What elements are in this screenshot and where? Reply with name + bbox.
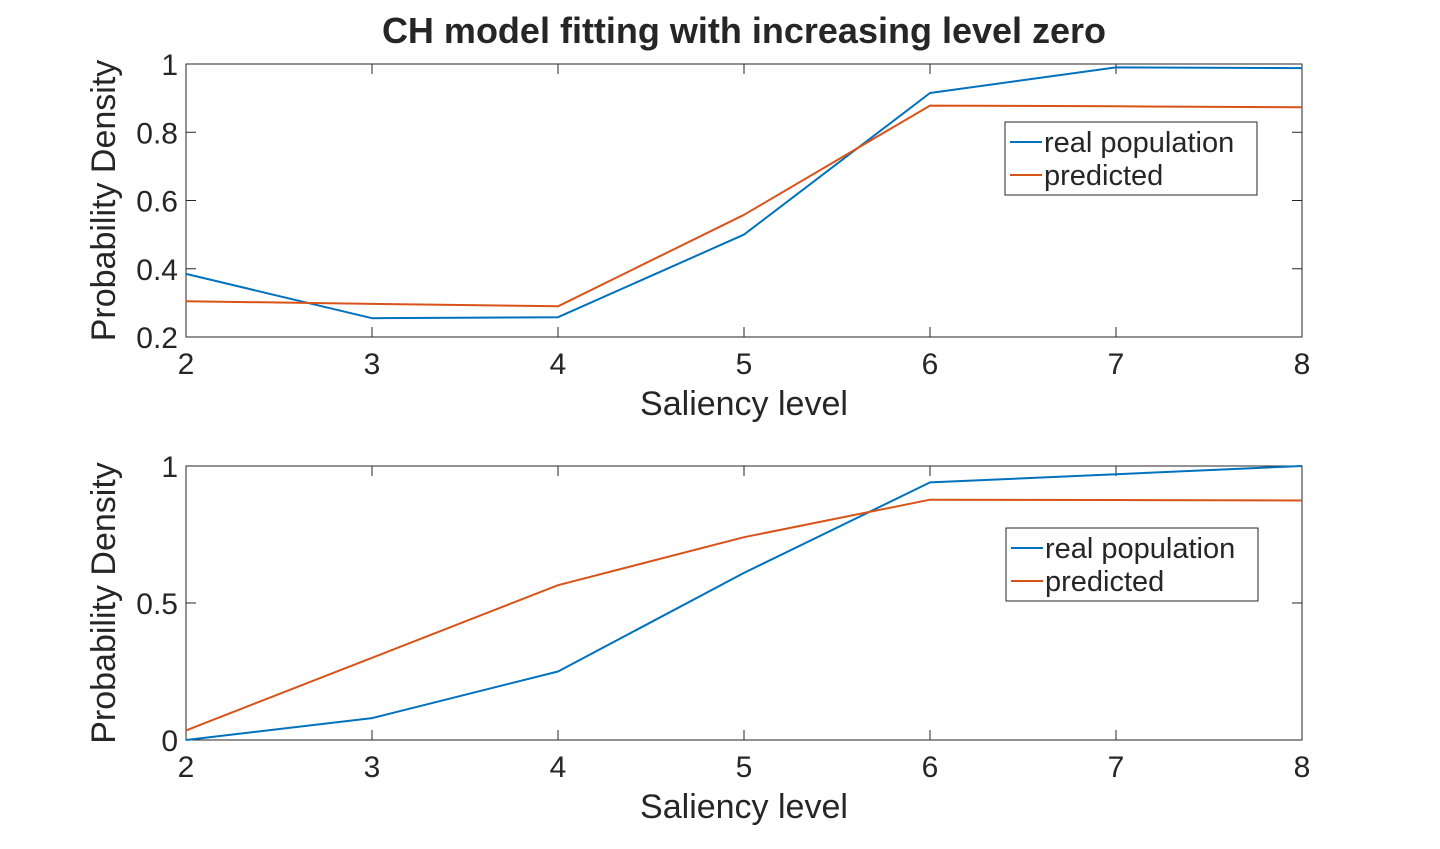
- x-axis-label: Saliency level: [640, 788, 848, 826]
- y-axis-label: Probability Density: [85, 60, 123, 342]
- top-subplot: 2 3 4 5 6 7 8 0.2 0.4 0.6 0.8 1 Saliency level Probab…: [85, 49, 1310, 423]
- y-tick-label: 0.2: [136, 322, 178, 355]
- y-tick-label: 0.5: [136, 588, 178, 621]
- x-tick-label: 3: [364, 751, 381, 784]
- series-line-predicted: [185, 104, 1303, 308]
- series-line-predicted: [185, 498, 1303, 732]
- x-tick-label: 2: [178, 751, 195, 784]
- y-tick-label: 0: [161, 725, 178, 758]
- y-tick-label: 0.6: [136, 186, 178, 219]
- x-tick-label: 6: [922, 751, 939, 784]
- x-tick-label: 7: [1108, 751, 1125, 784]
- y-tick-label: 0.4: [136, 254, 178, 287]
- x-tick-label: 2: [178, 348, 195, 381]
- x-tick-label: 3: [364, 348, 381, 381]
- x-tick-label: 4: [550, 751, 567, 784]
- legend-box: [1004, 121, 1258, 196]
- x-tick-label: 5: [736, 751, 753, 784]
- y-axis-label: Probability Density: [85, 462, 123, 744]
- plot-area: [185, 465, 1303, 741]
- y-tick-label: 0.8: [136, 117, 178, 150]
- x-tick-label: 7: [1108, 348, 1125, 381]
- legend-label: predicted: [1044, 160, 1163, 192]
- legend-box: [1005, 527, 1259, 602]
- plot-area: [185, 63, 1303, 338]
- x-tick-label: 5: [736, 348, 753, 381]
- x-tick-label: 6: [922, 348, 939, 381]
- bottom-subplot: 2 3 4 5 6 7 8 0 0.5 1 Saliency level Probability De…: [85, 451, 1310, 826]
- x-tick-label: 8: [1294, 751, 1311, 784]
- legend-label: real population: [1044, 127, 1234, 159]
- legend-label: real population: [1045, 533, 1235, 565]
- series-line-real-population: [185, 66, 1303, 320]
- x-tick-label: 8: [1294, 348, 1311, 381]
- figure-title: CH model fitting with increasing level z…: [382, 10, 1106, 51]
- x-axis-label: Saliency level: [640, 385, 848, 423]
- x-tick-label: 4: [550, 348, 567, 381]
- series-line-real-population: [185, 465, 1303, 741]
- y-tick-label: 1: [161, 49, 178, 82]
- legend-label: predicted: [1045, 566, 1164, 598]
- y-tick-label: 1: [161, 451, 178, 484]
